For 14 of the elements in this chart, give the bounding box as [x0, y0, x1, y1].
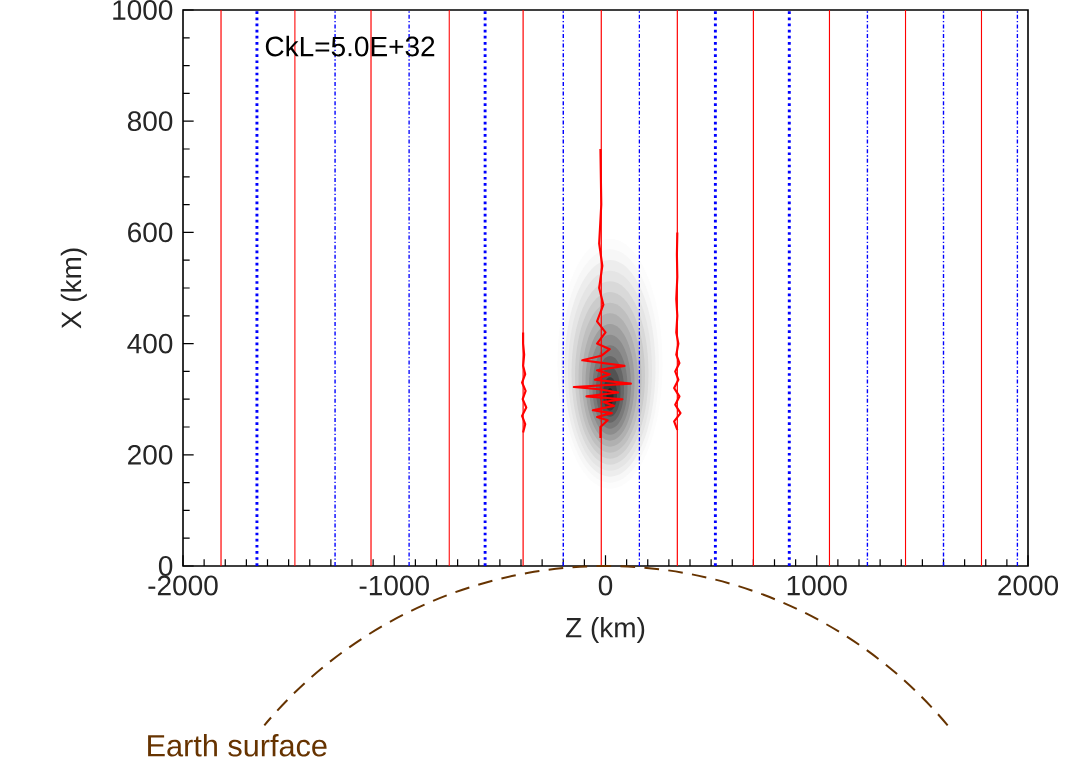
y-tick-label: 400: [127, 333, 173, 354]
y-axis-title: X (km): [60, 248, 87, 329]
text: Earth surface: [148, 734, 327, 757]
x-tick-label: 2000: [998, 575, 1059, 596]
x-tick-label: -2000: [148, 575, 218, 596]
y-tick-label: 800: [127, 111, 173, 132]
y-tick-label: 1000: [113, 0, 173, 20]
y-tick-label: 0: [158, 556, 173, 576]
x-tick-label: 0: [598, 575, 613, 596]
y-tick-label: 600: [128, 222, 173, 243]
x-tick-label: 1000: [787, 575, 847, 596]
y-tick-label: 200: [128, 444, 173, 465]
x-axis-title: Z (km): [565, 617, 645, 644]
x-tick-label: -1000: [359, 575, 429, 596]
